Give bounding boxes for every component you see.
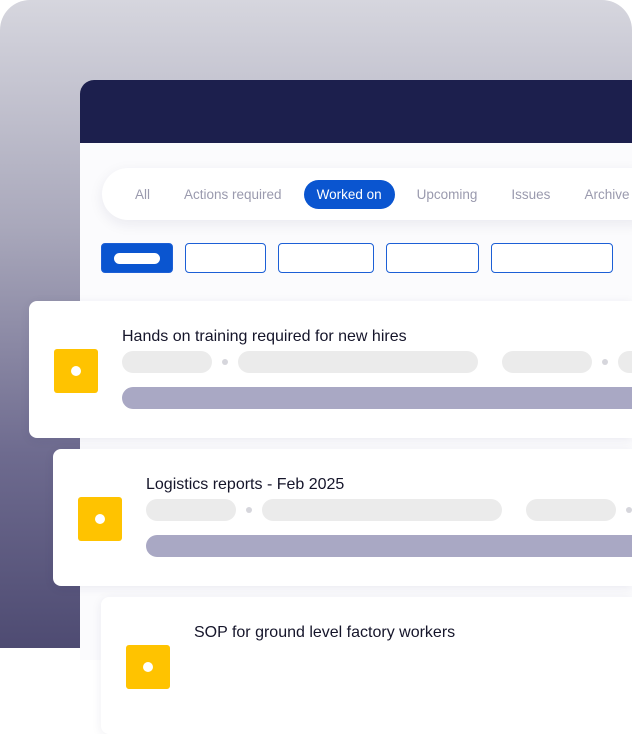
meta-placeholder	[502, 351, 592, 373]
filter-placeholder	[114, 252, 160, 264]
filter-button[interactable]	[278, 243, 374, 273]
tab-bar: All Actions required Worked on Upcoming …	[102, 168, 632, 220]
meta-placeholder	[526, 499, 616, 521]
tab-issues[interactable]: Issues	[511, 186, 551, 202]
tab-worked-on[interactable]: Worked on	[303, 179, 395, 209]
filter-button-active[interactable]	[101, 243, 173, 273]
tab-upcoming[interactable]: Upcoming	[416, 186, 478, 202]
tab-all[interactable]: All	[135, 186, 151, 202]
meta-placeholder	[262, 499, 502, 521]
meta-placeholder	[146, 499, 236, 521]
task-title: SOP for ground level factory workers	[194, 624, 456, 641]
filter-row	[101, 243, 613, 273]
separator-dot	[602, 359, 608, 365]
progress-bar	[146, 535, 632, 557]
meta-placeholder	[238, 351, 478, 373]
tab-actions-required[interactable]: Actions required	[184, 186, 282, 202]
task-title: Logistics reports - Feb 2025	[146, 476, 345, 493]
task-icon	[126, 645, 170, 689]
app-header	[80, 80, 632, 143]
progress-bar	[122, 387, 632, 409]
filter-button[interactable]	[386, 243, 479, 273]
meta-placeholder	[122, 351, 212, 373]
task-card[interactable]: Logistics reports - Feb 2025	[53, 449, 632, 586]
separator-dot	[222, 359, 228, 365]
task-title: Hands on training required for new hires	[122, 328, 407, 345]
separator-dot	[246, 507, 252, 513]
tab-archive[interactable]: Archive	[584, 186, 630, 202]
separator-dot	[626, 507, 632, 513]
meta-placeholder	[618, 351, 632, 373]
task-icon	[54, 349, 98, 393]
task-icon	[78, 497, 122, 541]
filter-button[interactable]	[491, 243, 613, 273]
filter-button[interactable]	[185, 243, 266, 273]
task-card[interactable]: SOP for ground level factory workers	[101, 597, 632, 734]
task-card[interactable]: Hands on training required for new hires	[29, 301, 632, 438]
